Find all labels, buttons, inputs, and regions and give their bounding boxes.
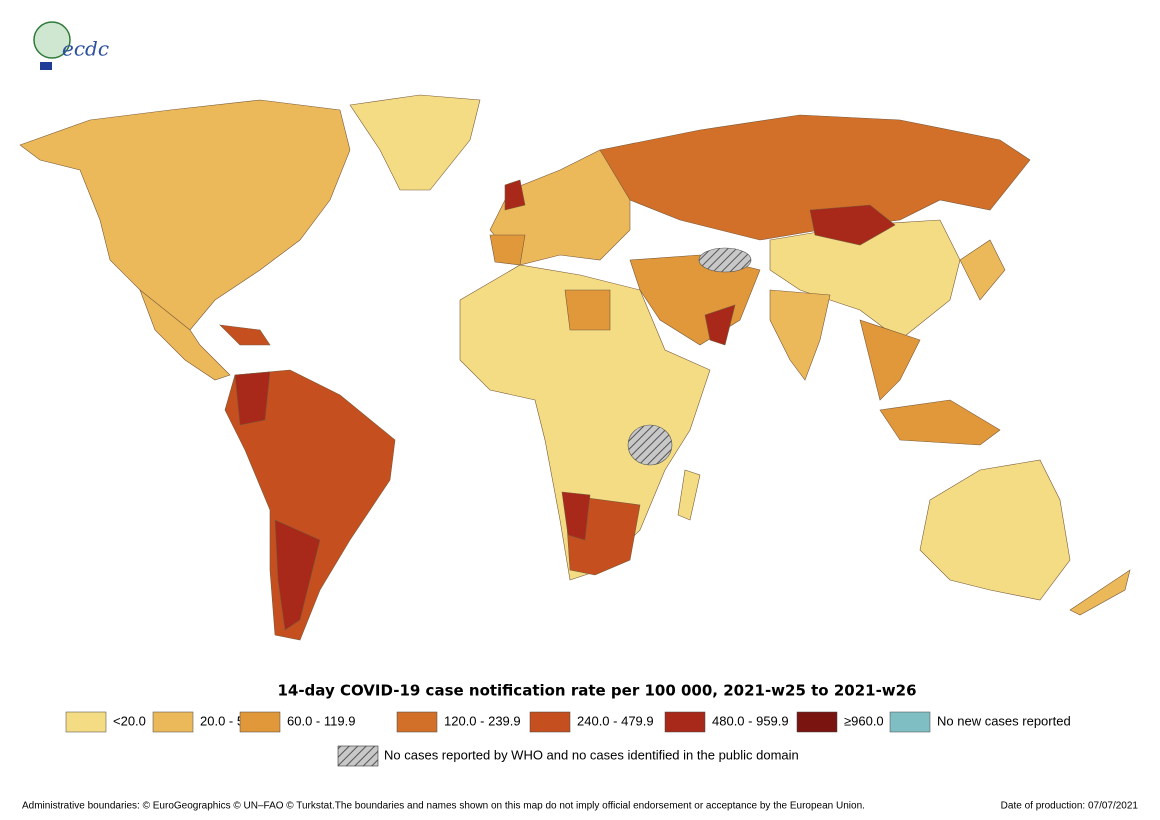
legend-swatch — [152, 711, 194, 733]
map-title: 14-day COVID-19 case notification rate p… — [277, 682, 916, 700]
footer-boundaries: Administrative boundaries: © EuroGeograp… — [22, 801, 865, 812]
legend-label: 240.0 - 479.9 — [577, 713, 654, 728]
hatch-label: No cases reported by WHO and no cases id… — [384, 747, 799, 762]
legend-label: 60.0 - 119.9 — [287, 713, 355, 728]
logo: ecdc — [33, 21, 109, 70]
legend-swatch — [239, 711, 281, 733]
footer-date: Date of production: 07/07/2021 — [1001, 801, 1139, 812]
legend-swatch — [664, 711, 706, 733]
world-map — [19, 94, 1131, 641]
legend-label: 120.0 - 239.9 — [444, 713, 521, 728]
legend-label: No new cases reported — [937, 713, 1071, 728]
legend-swatch — [889, 711, 931, 733]
legend-swatch — [65, 711, 107, 733]
legend-label: ≥960.0 — [844, 713, 884, 728]
logo-text: ecdc — [62, 37, 109, 61]
legend-swatch — [396, 711, 438, 733]
hatch-swatch — [337, 745, 379, 767]
legend-swatch — [796, 711, 838, 733]
legend-label: 480.0 - 959.9 — [712, 713, 789, 728]
legend-label: <20.0 — [113, 713, 146, 728]
legend: <20.0 20.0 - 59.9 60.0 - 119.9 120.0 - 239.… — [65, 711, 1071, 733]
legend-swatch — [529, 711, 571, 733]
